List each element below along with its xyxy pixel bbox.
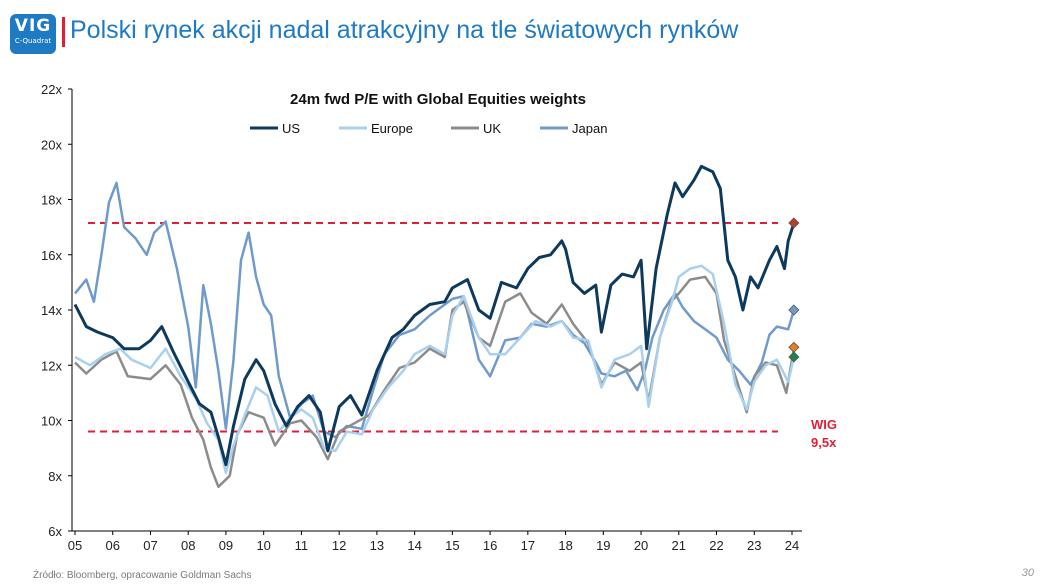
y-tick-label: 12x [41, 358, 62, 373]
x-tick-label: 21 [672, 538, 686, 553]
y-tick-label: 22x [41, 82, 62, 97]
page-number: 30 [1021, 567, 1034, 579]
wig-value-label: 9,5x [811, 435, 837, 450]
legend-label-uk: UK [483, 121, 501, 136]
y-tick-label: 8x [48, 469, 62, 484]
logo-main-text: VIG [14, 16, 52, 36]
y-tick-label: 20x [41, 137, 62, 152]
reference-lines [88, 221, 778, 433]
x-tick-label: 06 [106, 538, 120, 553]
x-tick-label: 10 [256, 538, 270, 553]
end-marker-uk [788, 341, 800, 353]
x-tick-label: 07 [143, 538, 157, 553]
title-accent-bar [62, 17, 65, 47]
x-tick-label: 15 [445, 538, 459, 553]
end-marker-japan [788, 304, 800, 316]
x-tick-label: 22 [709, 538, 723, 553]
x-tick-label: 24 [785, 538, 799, 553]
x-tick-label: 19 [596, 538, 610, 553]
end-marker-europe [788, 351, 800, 363]
x-tick-label: 09 [219, 538, 233, 553]
vig-logo: VIG C-Quadrat [10, 14, 56, 54]
logo-sub-text: C-Quadrat [14, 37, 52, 45]
source-note: Źródło: Bloomberg, opracowanie Goldman S… [33, 570, 252, 581]
x-tick-label: 14 [407, 538, 421, 553]
series-line-europe [74, 264, 796, 475]
series-line-us [73, 164, 796, 467]
end-marker-us [788, 217, 800, 229]
y-tick-label: 16x [41, 248, 62, 263]
x-tick-label: 12 [332, 538, 346, 553]
legend-label-us: US [282, 121, 300, 136]
x-tick-label: 18 [558, 538, 572, 553]
page-title: Polski rynek akcji nadal atrakcyjny na t… [70, 16, 739, 44]
chart-title: 24m fwd P/E with Global Equities weights [290, 91, 586, 108]
legend-label-japan: Japan [572, 121, 607, 136]
legend-label-europe: Europe [371, 121, 413, 136]
x-tick-label: 23 [747, 538, 761, 553]
x-tick-label: 13 [370, 538, 384, 553]
y-tick-label: 14x [41, 303, 62, 318]
end-markers [788, 217, 800, 363]
series-lines [73, 164, 796, 489]
x-tick-label: 11 [295, 538, 309, 553]
y-tick-label: 10x [41, 414, 62, 429]
pe-line-chart: 24m fwd P/E with Global Equities weights… [41, 82, 837, 553]
x-tick-label: 05 [68, 538, 82, 553]
x-tick-label: 16 [483, 538, 497, 553]
x-tick-label: 08 [181, 538, 195, 553]
y-tick-label: 6x [48, 524, 62, 539]
y-axis-ticks: 6x 8x 10x 12x 14x 16x 18x 20x 22x [41, 82, 72, 539]
y-tick-label: 18x [41, 193, 62, 208]
x-axis-ticks: 05 06 07 08 09 10 11 12 13 14 15 16 17 18 19 20 21 22 23 24 [68, 531, 799, 553]
x-tick-label: 17 [521, 538, 535, 553]
series-line-japan [74, 181, 796, 439]
legend: US Europe UK Japan [250, 121, 607, 136]
wig-label: WIG [811, 417, 837, 432]
x-tick-label: 20 [634, 538, 648, 553]
series-line-uk [74, 275, 796, 489]
